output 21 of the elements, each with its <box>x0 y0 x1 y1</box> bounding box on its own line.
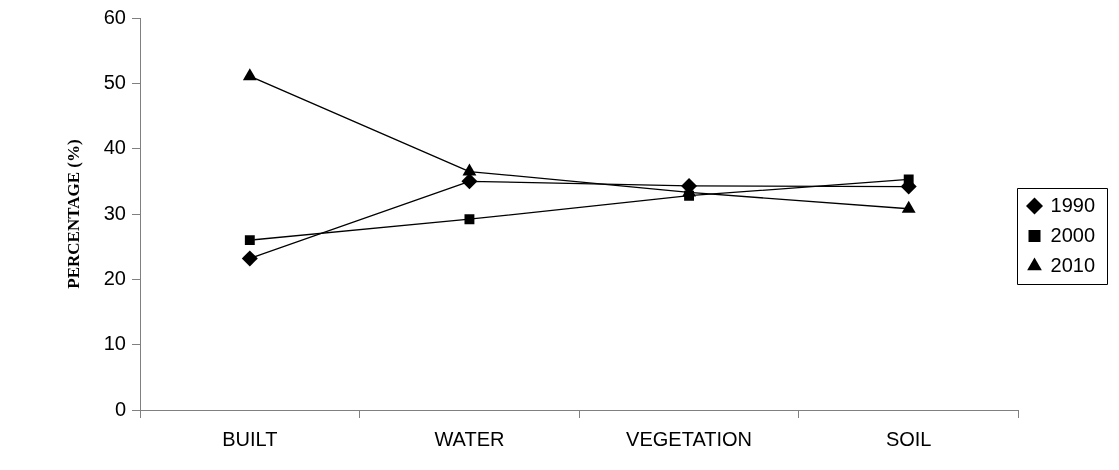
point <box>684 190 695 201</box>
legend-label: 2010 <box>1050 253 1096 276</box>
x-tick-label: WATER <box>434 427 505 450</box>
legend-label: 1990 <box>1050 193 1096 216</box>
y-tick-label: 0 <box>114 397 126 420</box>
point <box>241 250 258 267</box>
y-tick-label: 60 <box>103 5 126 28</box>
x-tick-label: SOIL <box>885 427 932 450</box>
y-axis-title: PERCENTAGE (%) <box>63 139 83 289</box>
legend-label: 2000 <box>1050 223 1096 246</box>
point <box>464 214 475 225</box>
y-tick-label: 20 <box>103 266 126 289</box>
point <box>244 235 255 246</box>
point <box>242 68 257 81</box>
y-tick-label: 50 <box>103 70 126 93</box>
y-tick-label: 30 <box>103 201 126 224</box>
y-tick-label: 10 <box>103 332 126 355</box>
x-tick-label: VEGETATION <box>626 427 753 450</box>
point <box>461 173 478 190</box>
x-tick-label: BUILT <box>222 427 278 450</box>
y-tick-label: 40 <box>103 136 126 159</box>
